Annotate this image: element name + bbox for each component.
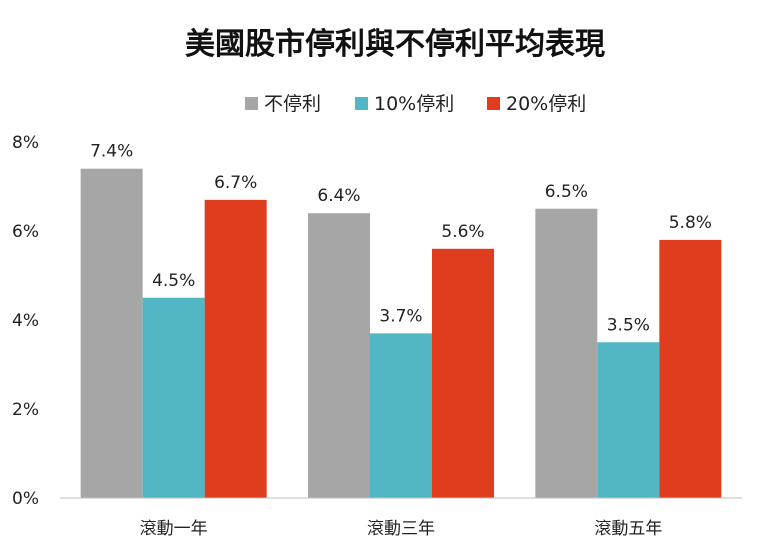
bar [142,297,205,498]
y-tick-label: 6% [12,222,39,242]
data-label: 3.5% [607,315,650,335]
legend-swatch-2 [355,97,368,110]
x-tick-label: 滾動三年 [367,519,435,539]
legend-label-2: 10%停利 [374,93,454,115]
bar [308,213,370,498]
bar [535,208,598,498]
bar [659,239,722,498]
bar [370,333,432,498]
bar [204,199,267,498]
x-axis: 滾動一年 滾動三年 滾動五年 [60,497,742,539]
data-label: 6.7% [214,173,257,193]
y-axis: 0% 2% 4% 6% 8% [12,133,39,509]
data-label: 4.5% [152,271,195,291]
data-label: 3.7% [379,306,422,326]
legend-label-3: 20%停利 [506,93,586,115]
legend-swatch-1 [245,97,258,110]
bar [80,168,143,498]
data-label: 5.6% [441,222,484,242]
bar [432,248,494,498]
bars: 7.4% 4.5% 6.7% 6.4% 3.7% 5.6% 6.5% 3.5% 5.8% [80,142,722,498]
chart-title: 美國股市停利與不停利平均表現 [185,27,605,62]
data-label: 6.5% [545,182,588,202]
data-label: 7.4% [90,142,133,162]
legend-swatch-3 [487,97,500,110]
data-label: 5.8% [669,213,712,233]
x-tick-label: 滾動一年 [140,519,208,539]
bar [597,342,660,498]
y-tick-label: 0% [12,489,39,509]
data-label: 6.4% [317,186,360,206]
y-tick-label: 2% [12,400,39,420]
legend-label-1: 不停利 [264,93,321,115]
y-tick-label: 8% [12,133,39,153]
x-tick-label: 滾動五年 [594,519,662,539]
y-tick-label: 4% [12,311,39,331]
legend: 不停利 10%停利 20%停利 [245,93,586,115]
